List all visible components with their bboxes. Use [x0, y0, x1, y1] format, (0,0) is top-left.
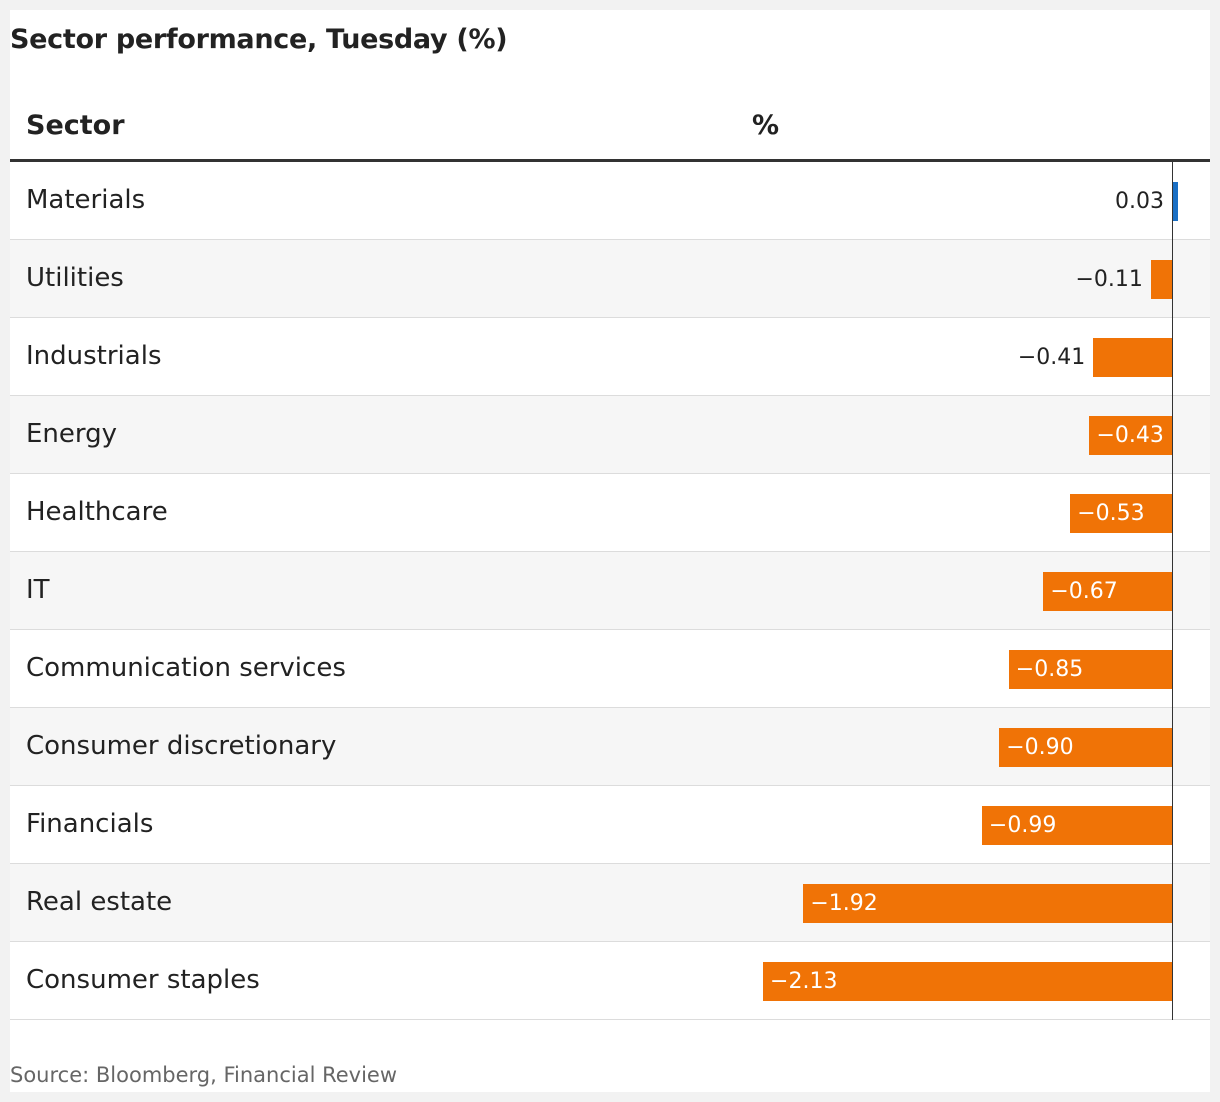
- table-row: Consumer discretionary −0.90: [10, 708, 1210, 786]
- table-row: Materials 0.03: [10, 162, 1210, 240]
- sector-label: Financials: [26, 809, 154, 839]
- bar-value-label: −0.67: [1050, 579, 1118, 604]
- table-row: Communication services −0.85: [10, 630, 1210, 708]
- sector-label: Consumer staples: [26, 965, 260, 995]
- bar: [999, 728, 1172, 767]
- sector-label: Healthcare: [26, 497, 168, 527]
- column-header-sector: Sector: [26, 110, 125, 141]
- bar: [1043, 572, 1172, 611]
- table-row: IT −0.67: [10, 552, 1210, 630]
- bar: [763, 962, 1172, 1001]
- chart-card: Sector performance, Tuesday (%) Sector %…: [10, 10, 1210, 1092]
- table-row: Industrials −0.41: [10, 318, 1210, 396]
- bar: [1008, 650, 1172, 689]
- bar-value-label: −0.43: [1096, 423, 1164, 448]
- bar-value-label: −2.13: [770, 969, 838, 994]
- bar: [1172, 182, 1178, 221]
- table-row: Real estate −1.92: [10, 864, 1210, 942]
- bar-value-label: −0.53: [1077, 501, 1145, 526]
- bar: [1093, 338, 1172, 377]
- sector-label: Industrials: [26, 341, 162, 371]
- column-header-percent: %: [752, 110, 780, 141]
- source-note: Source: Bloomberg, Financial Review: [10, 1063, 398, 1087]
- sector-label: Real estate: [26, 887, 173, 917]
- sector-label: Communication services: [26, 653, 346, 683]
- bar: [803, 884, 1172, 923]
- bar-value-label: −0.99: [988, 813, 1057, 838]
- table-row: Utilities −0.11: [10, 240, 1210, 318]
- sector-label: Utilities: [26, 263, 124, 293]
- bar-value-label: 0.03: [1115, 189, 1164, 214]
- sector-label: Consumer discretionary: [26, 731, 337, 761]
- bar-value-label: −0.11: [1075, 267, 1143, 292]
- bar-value-label: −1.92: [810, 891, 878, 916]
- zero-axis-line: [1172, 162, 1173, 1020]
- table-row: Energy −0.43: [10, 396, 1210, 474]
- table-row: Financials −0.99: [10, 786, 1210, 864]
- bar-value-label: −0.41: [1017, 345, 1086, 370]
- sector-label: Energy: [26, 419, 118, 449]
- chart-title: Sector performance, Tuesday (%): [10, 24, 508, 55]
- table-row: Healthcare −0.53: [10, 474, 1210, 552]
- bar-value-label: −0.90: [1006, 735, 1074, 760]
- sector-label: Materials: [26, 185, 146, 215]
- bar: [1150, 260, 1172, 299]
- table-row: Consumer staples −2.13: [10, 942, 1210, 1020]
- sector-label: IT: [26, 575, 50, 605]
- header-rule: [10, 159, 1210, 162]
- bar: [1070, 494, 1172, 533]
- bar: [1089, 416, 1172, 455]
- bar: [981, 806, 1172, 845]
- bar-value-label: −0.85: [1015, 657, 1084, 682]
